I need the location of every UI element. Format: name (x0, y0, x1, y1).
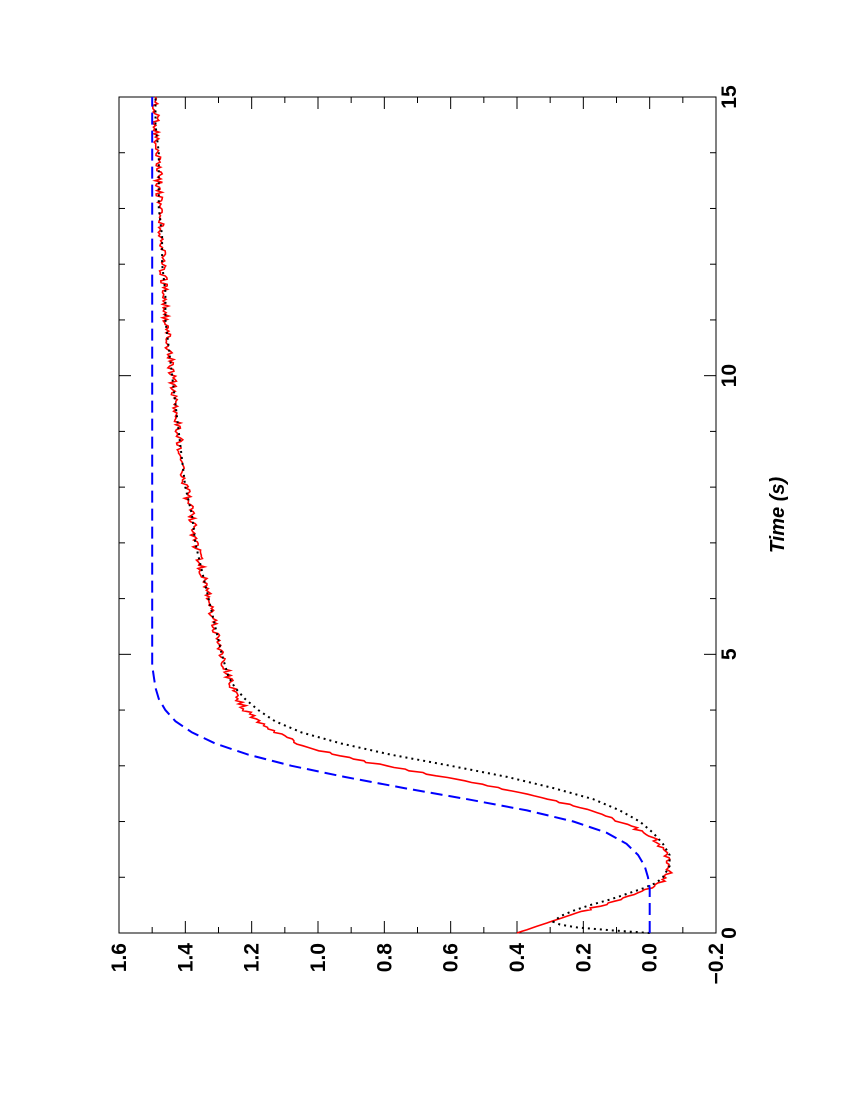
y-tick-label: −0.2 (705, 943, 728, 984)
series-line-solid (151, 96, 674, 934)
plot-frame (118, 96, 717, 934)
x-tick-label: 0 (718, 927, 741, 939)
y-tick-label: 1.6 (108, 943, 131, 972)
x-tick-label: 5 (718, 648, 741, 660)
series-line-dotted (154, 97, 671, 934)
x-axis-title: Time (s) (767, 477, 789, 554)
y-tick-label: 1.0 (307, 943, 330, 972)
y-tick-label: 1.2 (241, 943, 264, 972)
minor-ticks (119, 97, 716, 933)
series-line-dashed (151, 97, 651, 933)
y-tick-label: 0.8 (373, 943, 396, 973)
y-tick-labels: −0.2 0.0 0.2 0.4 0.6 0.8 1.0 1.2 1.4 1.6 (108, 943, 728, 985)
y-tick-label: 1.4 (174, 943, 197, 973)
y-tick-label: 0.0 (639, 943, 662, 972)
x-tick-label: 10 (718, 364, 741, 387)
y-tick-label: 0.4 (506, 943, 529, 973)
y-tick-label: 0.2 (572, 943, 595, 972)
x-tick-label: 15 (718, 85, 741, 109)
series-layer (151, 96, 674, 934)
y-tick-label: 0.6 (440, 943, 463, 972)
major-ticks (118, 96, 717, 934)
x-tick-labels: 0 5 10 15 (718, 85, 741, 939)
